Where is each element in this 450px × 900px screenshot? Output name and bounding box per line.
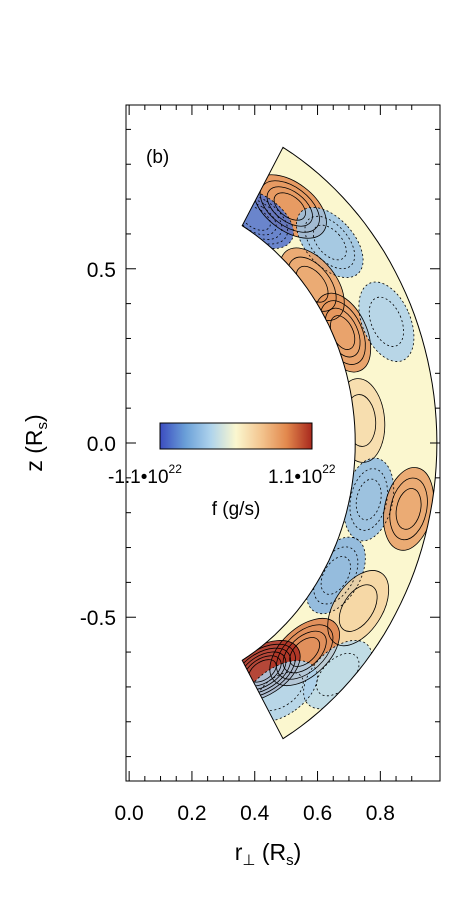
contour-line [242,651,287,691]
x-tick-label: 0.0 [115,802,144,825]
contour-line [242,647,291,695]
contour-line [355,478,382,521]
contour-line [242,192,289,245]
contour-line [242,206,271,231]
flux-cell [383,467,434,551]
colorbar: -1.1•1022 1.1•1022 f (g/s) [108,422,336,520]
colorbar-title: f (g/s) [212,499,261,520]
flux-cell [296,207,364,278]
contour-line [338,584,378,632]
contour-line [289,637,321,667]
flux-cell [327,570,389,646]
y-tick-label: 0.0 [87,433,116,456]
colorbar-gradient [159,422,313,450]
flux-cell [358,282,414,362]
contour-line [313,546,359,605]
contour-line [273,192,306,221]
flux-cell [303,640,373,709]
x-tick-label: 0.8 [366,802,395,825]
contour-line [296,206,364,279]
panel-label: (b) [146,147,169,168]
contour-line [349,468,388,531]
x-tick-label: 0.6 [303,802,332,825]
y-tick-label: -0.5 [80,607,116,630]
contour-line [304,215,356,270]
contour-line [266,186,313,227]
shell-outline [241,146,438,740]
contour-line [312,224,347,261]
x-tick-label: 0.2 [177,802,206,825]
y-axis-title: z (Rs) [21,414,51,471]
colorbar-max-label: 1.1•1022 [268,462,336,488]
axis-ticks [126,105,440,781]
y-tick-label: 0.5 [87,259,116,282]
plot-area [241,146,438,740]
contour-line [320,556,351,595]
contour-line [389,477,428,541]
contour-line [282,630,327,674]
contour-lines [242,174,435,723]
contour-line [242,201,277,236]
contour-line [327,570,390,647]
colorbar-min-label: -1.1•1022 [108,462,182,488]
x-axis-title: r⊥ (Rs) [235,839,302,869]
flux-cell [343,458,394,541]
contour-line [242,660,318,723]
contour-line [368,296,404,347]
x-tick-label: 0.4 [240,802,270,825]
tick-labels: 0.0 0.2 0.4 0.6 0.8 -0.5 0.0 0.5 [80,259,395,825]
contour-line [395,488,422,530]
contour-line [358,281,415,362]
